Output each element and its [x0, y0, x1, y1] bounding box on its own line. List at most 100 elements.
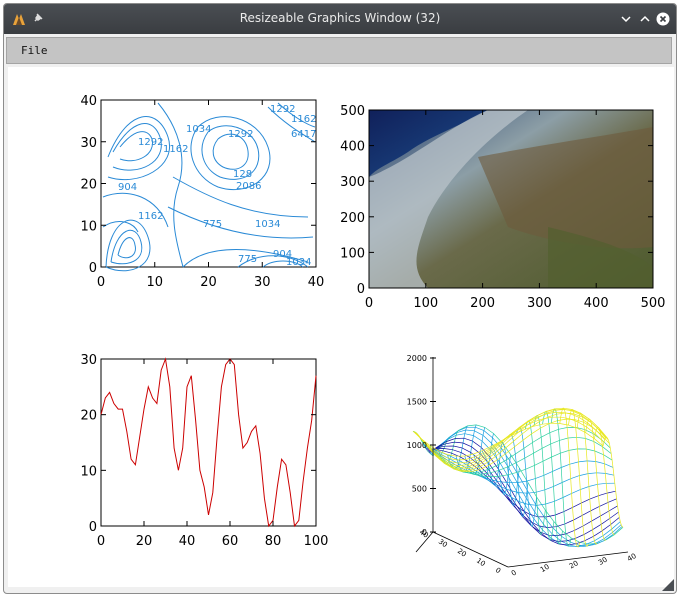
- mesh-line: [594, 426, 615, 536]
- vegetation-region: [548, 227, 653, 288]
- surface-axes: [415, 357, 629, 568]
- surface-mesh: [412, 407, 624, 548]
- x-tick-label: 0: [97, 275, 105, 290]
- resize-grip-icon[interactable]: [662, 579, 674, 591]
- y-tick-label: 30: [80, 353, 97, 368]
- z-tick-label: 500: [412, 485, 427, 494]
- z-tick-label: 2000: [407, 354, 427, 363]
- mesh-line: [550, 408, 572, 547]
- pin-icon[interactable]: [32, 12, 44, 24]
- title-bar[interactable]: Resizeable Graphics Window (32): [4, 4, 676, 34]
- mesh-line: [542, 410, 563, 545]
- graphics-canvas[interactable]: 1292 1162 1292 1162 1034 904 1162 775 128 2086 103…: [8, 67, 674, 587]
- contour-axes: 0 10 20 30 40 0 10 20 30 40: [80, 94, 324, 290]
- x-tick-label: 500: [641, 296, 666, 311]
- contour-label: 904: [273, 249, 292, 260]
- close-icon[interactable]: [655, 11, 671, 27]
- mesh-line: [507, 433, 529, 518]
- contour-label: 1162: [291, 114, 316, 125]
- mesh-line: [412, 422, 604, 457]
- x-tick-label: 10: [146, 275, 163, 290]
- window-title: Resizeable Graphics Window (32): [239, 11, 441, 25]
- x-tick-label: 30: [254, 275, 271, 290]
- y-tick-label: 40: [80, 94, 97, 109]
- y-tick-label: 20: [80, 178, 97, 193]
- line-axes: 0 20 40 60 80 100 0 10 20 30: [80, 353, 328, 549]
- x-tick-label: 60: [222, 534, 239, 549]
- y-tick-label: 0: [89, 261, 97, 276]
- mesh-line: [418, 412, 609, 471]
- z-tick-label: 1000: [407, 441, 427, 450]
- y-tick-label: 20: [80, 409, 97, 424]
- image-frame: [368, 109, 654, 289]
- contour-label: 128: [233, 169, 252, 180]
- x-tick-label: 40: [308, 275, 325, 290]
- y-tick-label: 400: [340, 140, 365, 155]
- image-axes: 0 100 200 300 400 500 0 100 200 300 400 500: [340, 104, 665, 311]
- mesh-line: [559, 407, 581, 548]
- y-tick-label: 0: [89, 520, 97, 535]
- mesh-line: [585, 418, 606, 541]
- x-surface-tick-label: 20: [568, 559, 580, 570]
- contour-label: 775: [238, 254, 257, 265]
- urban-region: [369, 110, 528, 288]
- contour-label: 775: [203, 219, 222, 230]
- z-tick-label: 1500: [407, 398, 427, 407]
- contour-plot: 1292116212921162103490411627751282086103…: [80, 94, 324, 290]
- mesh-line: [576, 412, 598, 545]
- app-icon: [13, 14, 25, 25]
- maximize-icon[interactable]: [637, 11, 653, 27]
- contour-label: 1292: [228, 129, 253, 140]
- contour-label: 2086: [236, 181, 261, 192]
- x-tick-label: 0: [365, 296, 373, 311]
- minimize-icon[interactable]: [618, 11, 634, 27]
- y-tick-label: 10: [80, 464, 97, 479]
- line-frame: [100, 358, 317, 527]
- y-tick-label: 200: [340, 211, 365, 226]
- line-plot: 0 20 40 60 80 100 0 10 20 30: [80, 353, 328, 549]
- x-surface-tick-label: 10: [539, 563, 551, 574]
- contour-label: 1292: [270, 104, 295, 115]
- x-tick-label: 80: [265, 534, 282, 549]
- mesh-line: [413, 416, 605, 461]
- y-tick-label: 30: [80, 136, 97, 151]
- x-tick-label: 20: [200, 275, 217, 290]
- y-tick-label: 500: [340, 104, 365, 119]
- y-surface-tick-label: 40: [418, 528, 430, 540]
- mesh-line: [428, 441, 619, 542]
- x-tick-label: 400: [584, 296, 609, 311]
- contour-label: 1034: [186, 124, 211, 135]
- z-tick-label: 0: [422, 528, 427, 537]
- contour-label: 1162: [163, 144, 188, 155]
- x-surface-tick-label: 30: [597, 556, 609, 567]
- x-tick-label: 200: [470, 296, 495, 311]
- menu-file[interactable]: File: [21, 44, 48, 57]
- contour-lines: [102, 102, 316, 272]
- y-surface-tick-label: 10: [475, 557, 487, 569]
- contour-label: 1034: [255, 219, 280, 230]
- mesh-line: [568, 408, 589, 547]
- mesh-line: [417, 409, 608, 470]
- contour-label: 6417: [291, 129, 316, 140]
- sea-region: [369, 110, 488, 177]
- x-tick-label: 100: [413, 296, 438, 311]
- x-tick-label: 100: [304, 534, 329, 549]
- x-tick-label: 300: [527, 296, 552, 311]
- y-tick-label: 10: [80, 219, 97, 234]
- x-tick-label: 20: [136, 534, 153, 549]
- x-tick-label: 40: [179, 534, 196, 549]
- graphics-window: Resizeable Graphics Window (32) File: [3, 3, 677, 594]
- x-surface-tick-label: 40: [626, 552, 638, 563]
- contour-label: 904: [118, 182, 137, 193]
- mountain-region: [478, 127, 653, 249]
- line-series: [100, 357, 317, 528]
- mesh-line: [416, 407, 607, 468]
- contour-label: 1034: [286, 257, 311, 268]
- image-plot: 0 100 200 300 400 500 0 100 200 300 400 500: [340, 104, 665, 311]
- y-surface-tick-label: 30: [437, 538, 449, 550]
- y-tick-label: 100: [340, 246, 365, 261]
- x-tick-label: 0: [97, 534, 105, 549]
- y-tick-label: 300: [340, 175, 365, 190]
